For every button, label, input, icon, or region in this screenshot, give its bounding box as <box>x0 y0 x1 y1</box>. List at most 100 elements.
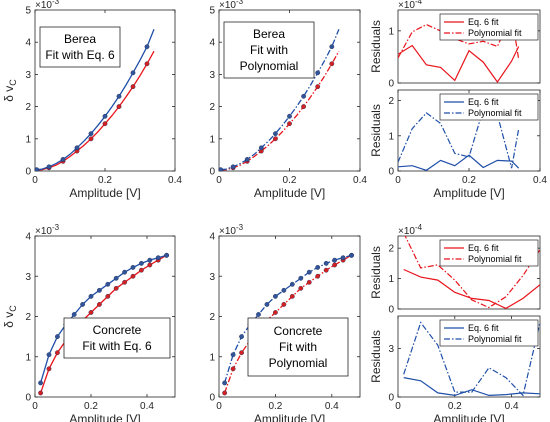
annotation-text: Concrete <box>93 323 142 337</box>
data-point-blue <box>46 164 52 170</box>
data-point-red <box>301 104 306 110</box>
data-point-red <box>113 285 119 291</box>
data-point-red <box>239 350 244 356</box>
x-tick-label: 0.2 <box>448 401 462 412</box>
y-tick-label: 1 <box>388 26 394 37</box>
fit-line-red <box>223 254 352 394</box>
data-point-blue <box>289 281 295 287</box>
axis-exponent: ×10-3 <box>35 223 60 237</box>
data-point-red <box>38 390 43 396</box>
axis-exponent-power: -3 <box>236 0 244 6</box>
plot-area <box>403 321 540 397</box>
data-point-red <box>88 310 94 315</box>
data-point-red <box>55 350 60 356</box>
data-point-blue <box>258 145 264 151</box>
data-point-red <box>281 302 287 307</box>
data-point-blue <box>281 287 287 293</box>
residual-line-solid <box>398 154 520 171</box>
data-point-blue <box>88 293 94 299</box>
data-point-red <box>272 310 278 315</box>
data-point-blue <box>35 167 40 171</box>
x-tick-label: 0.4 <box>533 175 547 186</box>
y-axis-label: Residuals <box>369 104 383 157</box>
axis-exponent: ×10-4 <box>398 0 423 11</box>
data-point-blue <box>239 334 244 340</box>
data-point-red <box>272 136 278 142</box>
data-point-blue <box>256 312 261 317</box>
legend-entry: Polynomial fit <box>468 108 522 118</box>
data-point-blue <box>155 255 161 261</box>
annotation-text: Fit with <box>279 340 317 354</box>
data-point-red <box>122 279 128 285</box>
y-tick-label: 0 <box>388 79 394 90</box>
annotation-text: Fit with Eq. 6 <box>82 339 152 353</box>
y-tick-label: 4 <box>25 232 31 243</box>
y-tick-label: 3 <box>388 344 394 355</box>
legend-entry: Polynomial fit <box>468 254 522 264</box>
data-point-red <box>287 121 292 127</box>
fit-line-red <box>220 50 340 171</box>
data-point-blue <box>301 93 306 99</box>
x-axis-label: Amplitude [V] <box>433 186 504 200</box>
data-point-red <box>116 104 122 110</box>
axis-exponent: ×10-3 <box>219 223 244 237</box>
x-tick-label: 0.4 <box>140 401 154 412</box>
x-tick-label: 0 <box>32 401 38 412</box>
data-point-red <box>102 121 108 127</box>
data-point-red <box>315 84 321 90</box>
data-point-blue <box>298 275 304 281</box>
data-point-blue <box>88 131 94 137</box>
x-tick-label: 0 <box>216 401 222 412</box>
y-axis-label-subscript: C <box>8 79 18 86</box>
data-point-red <box>138 267 144 273</box>
data-point-blue <box>130 70 136 76</box>
data-point-blue <box>46 352 52 358</box>
y-tick-label: 2 <box>25 102 31 113</box>
data-point-red <box>147 262 153 268</box>
x-axis-label: Amplitude [V] <box>69 186 140 200</box>
data-point-red <box>306 279 312 285</box>
data-point-blue <box>219 167 224 171</box>
y-tick-label: 1 <box>209 352 215 363</box>
x-tick-label: 0 <box>395 401 401 412</box>
legend-box <box>439 239 539 267</box>
x-tick-label: 0.2 <box>98 175 112 186</box>
data-point-blue <box>55 334 60 340</box>
annotation-box <box>39 26 121 68</box>
x-tick-label: 0.4 <box>353 175 367 186</box>
data-point-red <box>298 285 304 291</box>
y-tick-label: 1 <box>25 134 31 145</box>
y-tick-label: 1 <box>388 131 394 142</box>
data-point-red <box>315 273 321 279</box>
fit-line-blue <box>39 254 167 384</box>
legend-entry: Eq. 6 fit <box>468 17 499 27</box>
data-point-blue <box>60 157 66 162</box>
x-tick-label: 0.2 <box>462 175 476 186</box>
data-point-blue <box>164 252 170 258</box>
axis-exponent-power: -4 <box>415 0 423 6</box>
panel-berea-res-blue: 0 1 2 0 0.2 0.4 Amplitude [V] Residuals Eq. 6 fi… <box>369 89 547 200</box>
data-point-red <box>230 366 236 372</box>
fit-line-blue <box>223 254 352 384</box>
annotation-box <box>63 317 171 359</box>
data-point-red <box>332 262 338 268</box>
axis-exponent-power: -3 <box>52 223 60 232</box>
data-point-blue <box>102 113 108 119</box>
y-tick-label: 4 <box>209 38 215 49</box>
x-tick-label: 0.4 <box>505 401 519 412</box>
x-axis-label: Amplitude [V] <box>254 412 325 422</box>
y-tick-label: 3 <box>209 70 215 81</box>
residual-line-solid <box>398 44 520 83</box>
x-tick-label: 0.2 <box>283 175 297 186</box>
legend-entry: Polynomial fit <box>468 334 522 344</box>
y-tick-label: 1 <box>388 274 394 285</box>
data-point-red <box>105 293 111 299</box>
data-point-red <box>144 61 150 67</box>
annotation-text: Berea <box>64 32 96 46</box>
data-point-red <box>88 136 94 142</box>
y-axis-label: Residuals <box>369 246 383 299</box>
data-point-red <box>130 84 136 90</box>
residual-line-dashdot <box>403 321 540 397</box>
